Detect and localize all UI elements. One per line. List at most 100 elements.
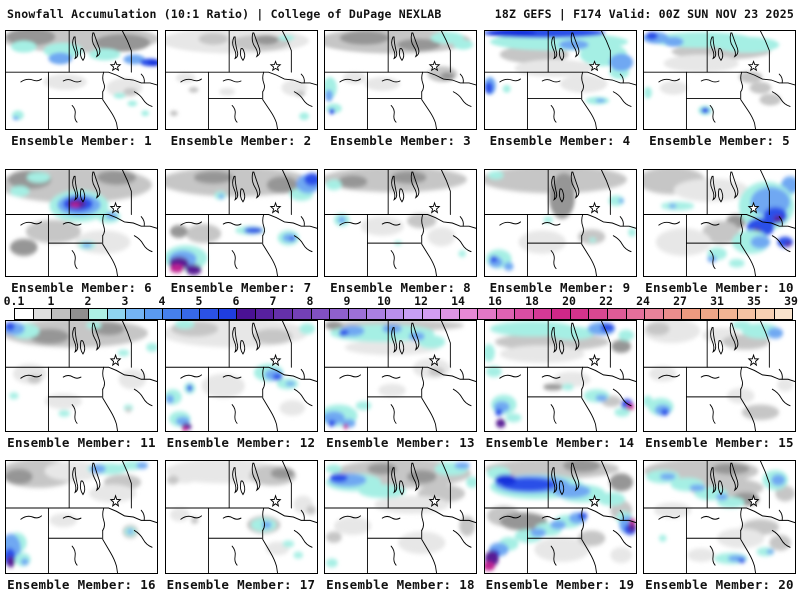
ensemble-map-16 <box>5 460 158 574</box>
colorbar-cell <box>107 309 127 319</box>
ensemble-map-19 <box>483 460 637 574</box>
ensemble-label-3: Ensemble Member: 3 <box>330 133 471 148</box>
ensemble-label-17: Ensemble Member: 17 <box>166 577 316 592</box>
colorbar-cell <box>663 309 683 319</box>
colorbar-cell <box>385 309 405 319</box>
colorbar-cell <box>292 309 312 319</box>
ensemble-panel-16: Ensemble Member: 16 <box>5 460 158 592</box>
colorbar-cell <box>608 309 627 319</box>
ensemble-panel-14: Ensemble Member: 14 <box>483 320 637 450</box>
ensemble-panel-3: Ensemble Member: 3 <box>324 30 477 148</box>
ensemble-map-2 <box>164 30 318 130</box>
ensemble-label-1: Ensemble Member: 1 <box>11 133 152 148</box>
colorbar-tick: 12 <box>414 294 428 308</box>
colorbar-cell <box>626 309 646 319</box>
ensemble-map-1 <box>5 30 158 130</box>
ensemble-label-15: Ensemble Member: 15 <box>645 435 794 450</box>
ensemble-label-5: Ensemble Member: 5 <box>649 133 790 148</box>
colorbar-cell <box>89 309 108 319</box>
colorbar-tick: 27 <box>673 294 687 308</box>
colorbar-cell <box>144 309 164 319</box>
colorbar-cell <box>404 309 423 319</box>
colorbar-tick: 10 <box>377 294 391 308</box>
colorbar-cell <box>274 309 293 319</box>
colorbar-tick: 2 <box>84 294 92 308</box>
colorbar-tick: 39 <box>784 294 798 308</box>
ensemble-label-8: Ensemble Member: 8 <box>330 280 471 295</box>
ensemble-panel-6: Ensemble Member: 6 <box>5 169 158 295</box>
ensemble-map-5 <box>643 30 796 130</box>
ensemble-row-2: Ensemble Member: 6 Ensemble Member: 7 En… <box>5 169 796 295</box>
colorbar-cell <box>200 309 219 319</box>
colorbar-tick: 3 <box>121 294 129 308</box>
colorbar-cell <box>70 309 90 319</box>
ensemble-label-18: Ensemble Member: 18 <box>326 577 475 592</box>
ensemble-row-1: Ensemble Member: 1 Ensemble Member: 2 En… <box>5 30 796 148</box>
colorbar-cell <box>330 309 349 319</box>
ensemble-panel-7: Ensemble Member: 7 <box>164 169 318 295</box>
colorbar-tick: 1 <box>47 294 55 308</box>
ensemble-panel-20: Ensemble Member: 20 <box>643 460 796 592</box>
colorbar-cell <box>682 309 701 319</box>
colorbar-cell <box>52 309 71 319</box>
colorbar-tick: 5 <box>195 294 203 308</box>
colorbar-tick: 14 <box>451 294 465 308</box>
colorbar-cell <box>459 309 479 319</box>
ensemble-panel-17: Ensemble Member: 17 <box>164 460 318 592</box>
colorbar-cell <box>737 309 757 319</box>
ensemble-map-8 <box>324 169 477 277</box>
ensemble-panel-8: Ensemble Member: 8 <box>324 169 477 295</box>
colorbar-cell <box>515 309 534 319</box>
ensemble-label-13: Ensemble Member: 13 <box>326 435 475 450</box>
ensemble-map-18 <box>324 460 477 574</box>
colorbar-cell <box>774 309 793 319</box>
colorbar-cell <box>756 309 775 319</box>
product-title: Snowfall Accumulation (10:1 Ratio) | Col… <box>7 7 442 21</box>
ensemble-label-2: Ensemble Member: 2 <box>170 133 312 148</box>
colorbar-tick: 31 <box>710 294 724 308</box>
title-bar: Snowfall Accumulation (10:1 Ratio) | Col… <box>0 4 800 26</box>
ensemble-panel-12: Ensemble Member: 12 <box>164 320 318 450</box>
ensemble-panel-11: Ensemble Member: 11 <box>5 320 158 450</box>
colorbar-cell <box>311 309 331 319</box>
ensemble-label-7: Ensemble Member: 7 <box>170 280 312 295</box>
ensemble-map-14 <box>483 320 637 432</box>
ensemble-label-14: Ensemble Member: 14 <box>485 435 635 450</box>
colorbar-cell <box>645 309 664 319</box>
ensemble-panel-19: Ensemble Member: 19 <box>483 460 637 592</box>
colorbar-cell <box>570 309 590 319</box>
ensemble-map-13 <box>324 320 477 432</box>
ensemble-panel-15: Ensemble Member: 15 <box>643 320 796 450</box>
ensemble-map-10 <box>643 169 796 277</box>
ensemble-label-20: Ensemble Member: 20 <box>645 577 794 592</box>
ensemble-map-12 <box>164 320 318 432</box>
colorbar-cell <box>15 309 34 319</box>
colorbar-tick: 22 <box>599 294 613 308</box>
colorbar-cell <box>237 309 256 319</box>
ensemble-map-7 <box>164 169 318 277</box>
model-run-info: 18Z GEFS | F174 Valid: 00Z SUN NOV 23 20… <box>494 7 794 21</box>
colorbar-tick: 4 <box>158 294 166 308</box>
ensemble-panel-5: Ensemble Member: 5 <box>643 30 796 148</box>
colorbar-cell <box>496 309 516 319</box>
ensemble-panel-1: Ensemble Member: 1 <box>5 30 158 148</box>
colorbar-tick: 16 <box>488 294 502 308</box>
ensemble-label-4: Ensemble Member: 4 <box>489 133 631 148</box>
ensemble-map-15 <box>643 320 796 432</box>
ensemble-map-9 <box>483 169 637 277</box>
colorbar-tick: 24 <box>636 294 650 308</box>
colorbar-cell <box>700 309 720 319</box>
colorbar-tick: 9 <box>343 294 351 308</box>
colorbar-cell <box>422 309 442 319</box>
ensemble-map-6 <box>5 169 158 277</box>
ensemble-panel-9: Ensemble Member: 9 <box>483 169 637 295</box>
colorbar-tick: 7 <box>269 294 277 308</box>
colorbar-cell <box>218 309 238 319</box>
colorbar-tick: 35 <box>747 294 761 308</box>
ensemble-row-3: Ensemble Member: 11 Ensemble Member: 12 … <box>5 320 796 450</box>
colorbar-cell <box>478 309 497 319</box>
ensemble-map-3 <box>324 30 477 130</box>
ensemble-label-19: Ensemble Member: 19 <box>485 577 635 592</box>
ensemble-label-16: Ensemble Member: 16 <box>7 577 156 592</box>
colorbar-tick: 18 <box>525 294 539 308</box>
